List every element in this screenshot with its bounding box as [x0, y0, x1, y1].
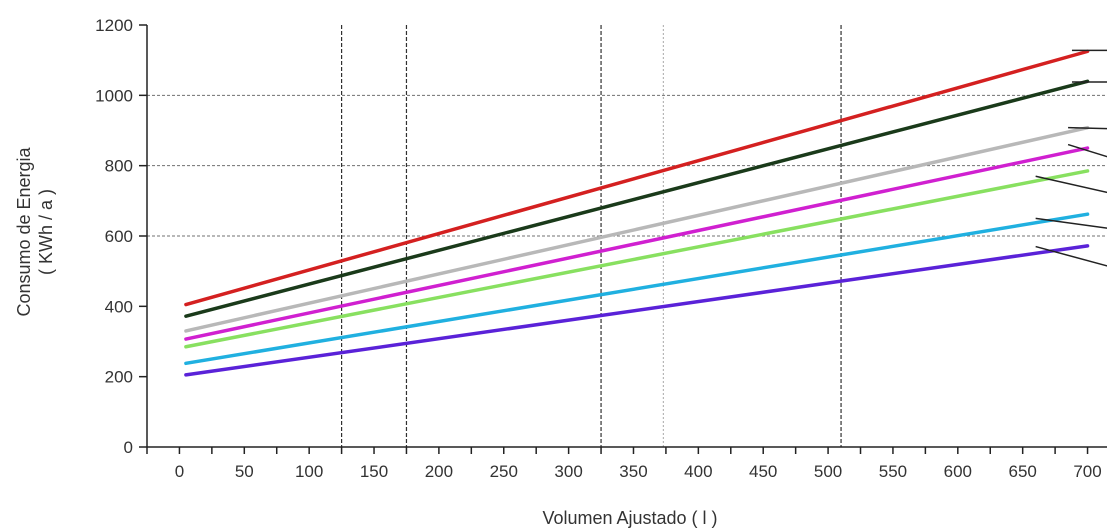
series-line — [184, 125, 1090, 333]
tick-label-layer: 0 200 400 600 800 1000 1200 0 50 100 150 200 250 300 3… — [95, 16, 1102, 481]
series-line — [184, 79, 1090, 318]
axis-layer — [139, 24, 1107, 454]
series-line — [184, 244, 1090, 377]
x-tick-label: 0 — [175, 462, 184, 481]
y-tick-label: 200 — [105, 368, 133, 387]
x-tick-label: 700 — [1073, 462, 1101, 481]
x-tick-label: 600 — [944, 462, 972, 481]
x-tick-label: 300 — [554, 462, 582, 481]
series-line — [184, 146, 1090, 341]
y-tick-label: 800 — [105, 157, 133, 176]
leader-line — [1035, 245, 1107, 267]
leader-line — [1067, 143, 1107, 158]
x-tick-label: 100 — [295, 462, 323, 481]
x-tick-label: 150 — [360, 462, 388, 481]
leader-line — [1035, 217, 1107, 229]
y-tick-label: 0 — [124, 438, 133, 457]
x-tick-label: 400 — [684, 462, 712, 481]
x-tick-label: 350 — [619, 462, 647, 481]
y-axis-unit: ( KWh / a ) — [36, 189, 56, 275]
y-tick-label: 1000 — [95, 86, 133, 105]
x-tick-label: 50 — [235, 462, 254, 481]
x-axis-title: Volumen Ajustado ( l ) — [542, 508, 717, 528]
y-tick-label: 1200 — [95, 16, 133, 35]
x-tick-label: 450 — [749, 462, 777, 481]
y-tick-label: 600 — [105, 227, 133, 246]
x-tick-label: 650 — [1008, 462, 1036, 481]
series-line — [184, 169, 1090, 349]
leader-line — [1068, 126, 1107, 130]
series-layer — [184, 49, 1107, 377]
leader-line — [1035, 175, 1107, 194]
x-tick-label: 250 — [490, 462, 518, 481]
series-line — [184, 212, 1090, 366]
x-tick-label: 550 — [879, 462, 907, 481]
x-tick-label: 200 — [425, 462, 453, 481]
y-tick-label: 400 — [105, 297, 133, 316]
y-axis-title: Consumo de Energia — [14, 146, 34, 316]
series-line — [184, 49, 1090, 307]
x-tick-label: 500 — [814, 462, 842, 481]
